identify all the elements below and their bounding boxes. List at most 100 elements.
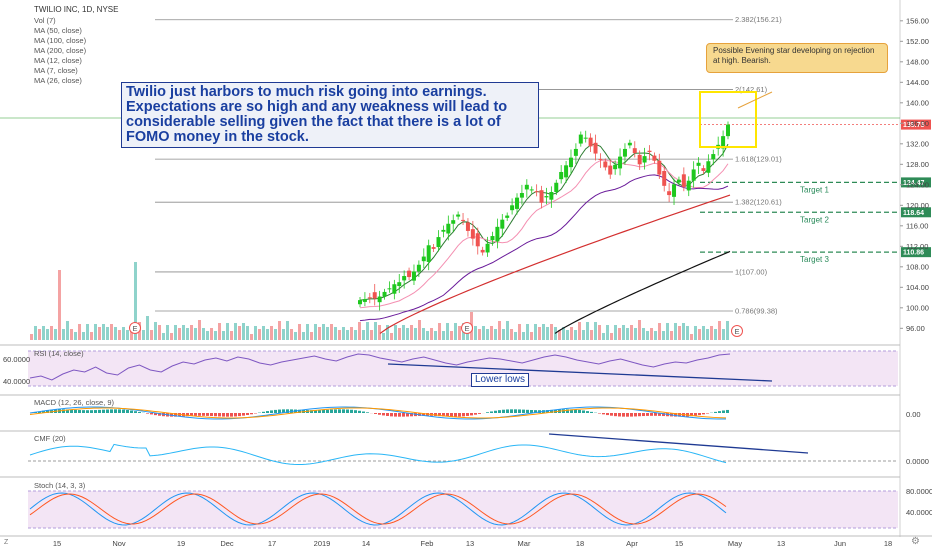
macd-hist-bar [526, 409, 529, 413]
volume-bar [214, 331, 217, 340]
target-price-label: 124.47 [903, 180, 925, 187]
earnings-marker [129, 322, 141, 334]
candle-body [662, 170, 667, 186]
macd-hist-bar [218, 413, 221, 417]
volume-bar [134, 262, 137, 340]
macd-hist-bar [314, 410, 317, 413]
macd-hist-bar [566, 409, 569, 413]
candle-body [529, 189, 534, 191]
volume-bar [282, 329, 285, 340]
macd-title: MACD (12, 26, close, 9) [34, 398, 115, 407]
price-tick-label: 120.00 [906, 201, 929, 210]
volume-bar [398, 328, 401, 340]
fib-level-label: 2.382(156.21) [735, 15, 782, 24]
volume-bar [402, 325, 405, 340]
volume-bar [314, 324, 317, 340]
volume-bar [234, 323, 237, 340]
price-tick-label: 124.00 [906, 180, 929, 189]
macd-hist-bar [530, 410, 533, 413]
volume-bar [634, 328, 637, 340]
volume-bar [362, 330, 365, 340]
cmf-tick: 0.0000 [906, 457, 929, 466]
candle-body [407, 270, 412, 278]
volume-bar [394, 325, 397, 340]
volume-bar [298, 324, 301, 340]
macd-hist-bar [546, 410, 549, 413]
candle-body [696, 162, 701, 166]
volume-bar [698, 329, 701, 340]
macd-hist-bar [474, 413, 477, 415]
volume-bar [498, 321, 501, 340]
macd-hist-bar [466, 413, 469, 416]
time-axis-label: 2019 [314, 539, 331, 548]
target-price-badge [901, 247, 931, 258]
volume-bar [422, 328, 425, 340]
volume-bar [638, 320, 641, 340]
candle-body [701, 168, 706, 171]
macd-hist-bar [74, 409, 77, 413]
macd-hist-bar [598, 413, 601, 414]
candle-body [485, 243, 490, 253]
macd-hist-bar [210, 413, 213, 417]
time-axis[interactable]: 15 Nov 19 Dec 17 2019 14 Feb 13 Mar 18 Apr 15 May 13 Ju… [53, 539, 892, 548]
time-axis-label: 13 [777, 539, 785, 548]
volume-bar [594, 322, 597, 340]
volume-bar [110, 324, 113, 340]
candle-body [451, 220, 456, 224]
candle-body [573, 148, 578, 156]
evening-star-callout: Possible Evening star developing on reje… [706, 43, 888, 73]
fib-level-label: 1.382(120.61) [735, 198, 782, 207]
macd-hist-bar [278, 409, 281, 413]
volume-bar [414, 328, 417, 340]
zoom-button[interactable]: Z [4, 539, 9, 546]
volume-bar [598, 325, 601, 340]
rsi-panel: RSI (14, close) 60.0000 40.0000 [3, 349, 898, 387]
macd-hist-bar [662, 413, 665, 417]
time-axis-label: 18 [576, 539, 584, 548]
settings-gear-icon[interactable]: ⚙ [911, 536, 920, 547]
ma-100-line [554, 250, 731, 334]
candle-body [603, 161, 608, 168]
macd-hist-bar [82, 410, 85, 413]
volume-bar [666, 323, 669, 340]
macd-hist-bar [458, 413, 461, 417]
candle-body [544, 196, 549, 198]
macd-hist-bar [382, 413, 385, 416]
volume-bar [418, 320, 421, 340]
macd-hist-bar [114, 409, 117, 413]
volume-bar [550, 324, 553, 340]
earnings-marker-label: E [465, 324, 470, 333]
volume-bar [346, 330, 349, 340]
candle-body [632, 148, 637, 154]
macd-hist-bar [342, 409, 345, 413]
volume-bar [510, 329, 513, 340]
candle-body [726, 124, 730, 137]
stoch-k-line [29, 492, 727, 526]
macd-hist-bar [350, 409, 353, 413]
volume-bar [334, 327, 337, 340]
macd-hist-bar [198, 413, 201, 416]
volume-bar [254, 326, 257, 340]
macd-hist-bar [222, 413, 225, 417]
candle-body [691, 169, 696, 181]
volume-bar [542, 324, 545, 340]
volume-bar [518, 324, 521, 340]
candle-body [367, 297, 372, 299]
volume-bar [494, 329, 497, 340]
macd-hist-bar [94, 410, 97, 413]
stoch-title: Stoch (14, 3, 3) [34, 481, 86, 490]
candle-body [613, 164, 618, 170]
macd-hist-bar [642, 413, 645, 417]
macd-hist-bar [610, 413, 613, 416]
macd-hist-bar [714, 411, 717, 413]
macd-hist-bar [510, 409, 513, 413]
candle-body [618, 156, 623, 169]
macd-hist-bar [234, 413, 237, 417]
volume-bar [238, 326, 241, 340]
volume-bar [566, 330, 569, 340]
volume-bar [266, 329, 269, 340]
price-axis[interactable]: 156.00 152.00 148.00 144.00 140.00 136.00 132.… [900, 16, 929, 333]
ma-26-line [359, 174, 729, 322]
macd-hist-bar [106, 409, 109, 413]
macd-hist-bar [502, 409, 505, 413]
